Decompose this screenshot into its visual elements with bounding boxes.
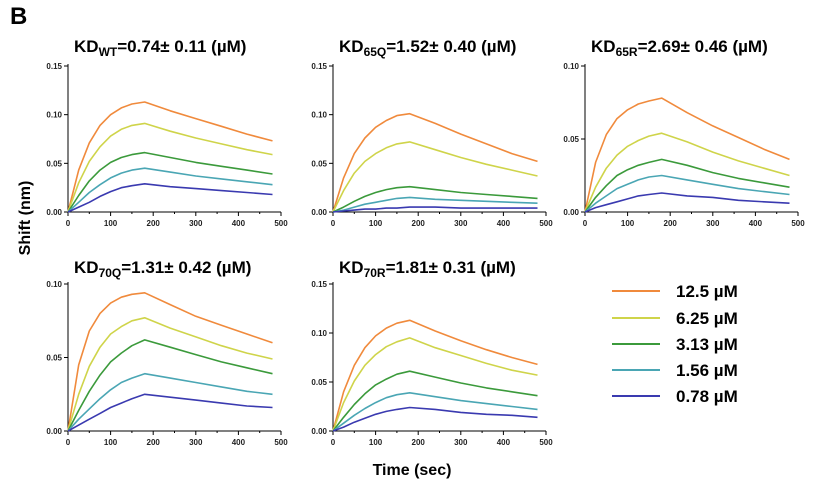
y-tick-label: 0.10 xyxy=(563,62,579,71)
sensorgram-panel: KD70Q=1.31± 0.42 (µM) 0 100 200 300 400 500 0.0… xyxy=(46,258,288,447)
legend-item: 12.5 µM xyxy=(612,282,738,301)
series-line xyxy=(584,132,790,213)
legend-item: 3.13 µM xyxy=(612,335,738,354)
y-tick-label: 0.00 xyxy=(311,427,327,436)
series-line xyxy=(67,292,273,432)
x-tick-label: 100 xyxy=(369,219,383,228)
x-tick-label: 500 xyxy=(274,219,288,228)
y-tick-label: 0.05 xyxy=(46,354,62,363)
legend-item: 6.25 µM xyxy=(612,309,738,328)
x-tick-label: 200 xyxy=(412,438,426,447)
series-line xyxy=(67,372,273,432)
x-tick-label: 300 xyxy=(454,438,468,447)
x-tick-label: 400 xyxy=(749,219,763,228)
series-line xyxy=(67,151,273,213)
x-axis-label: Time (sec) xyxy=(373,462,452,479)
legend: 12.5 µM 6.25 µM 3.13 µM 1.56 µM 0.78 µM xyxy=(612,282,738,406)
legend-label: 12.5 µM xyxy=(676,282,738,301)
y-tick-label: 0.05 xyxy=(46,159,62,168)
series-line xyxy=(332,319,538,432)
panel-title: KD65R=2.69± 0.46 (µM) xyxy=(591,37,768,59)
series-line xyxy=(332,206,538,213)
x-tick-label: 100 xyxy=(104,219,118,228)
x-tick-label: 400 xyxy=(232,219,246,228)
y-tick-label: 0.05 xyxy=(563,135,579,144)
series-line xyxy=(67,393,273,432)
y-tick-label: 0.00 xyxy=(46,427,62,436)
series-line xyxy=(332,112,538,213)
x-tick-label: 500 xyxy=(791,219,805,228)
legend-item: 1.56 µM xyxy=(612,361,738,380)
panel-title: KD70Q=1.31± 0.42 (µM) xyxy=(74,258,251,280)
sensorgram-panel: KD65R=2.69± 0.46 (µM) 0 100 200 300 400 500 0.0… xyxy=(563,37,805,228)
y-tick-label: 0.00 xyxy=(563,208,579,217)
y-tick-label: 0.15 xyxy=(46,62,62,71)
legend-item: 0.78 µM xyxy=(612,387,738,406)
x-tick-label: 0 xyxy=(66,438,71,447)
sensorgram-panel: KD70R=1.81± 0.31 (µM) 0 100 200 300 400 500 0.0… xyxy=(311,258,553,447)
legend-label: 6.25 µM xyxy=(676,309,738,328)
x-tick-label: 200 xyxy=(147,219,161,228)
legend-label: 1.56 µM xyxy=(676,361,738,380)
series-line xyxy=(67,317,273,432)
x-tick-label: 0 xyxy=(66,219,71,228)
x-tick-label: 0 xyxy=(331,438,336,447)
x-tick-label: 100 xyxy=(621,219,635,228)
x-tick-label: 0 xyxy=(331,219,336,228)
x-tick-label: 200 xyxy=(412,219,426,228)
x-tick-label: 300 xyxy=(706,219,720,228)
series-line xyxy=(332,141,538,213)
sensorgram-panel: KDWT=0.74± 0.11 (µM) 0 100 200 300 400 500 0.00… xyxy=(46,37,288,228)
y-tick-label: 0.10 xyxy=(46,280,62,289)
series-line xyxy=(332,370,538,432)
x-tick-label: 500 xyxy=(539,219,553,228)
series-line xyxy=(332,185,538,213)
series-line xyxy=(584,192,790,213)
x-tick-label: 0 xyxy=(583,219,588,228)
x-tick-label: 200 xyxy=(147,438,161,447)
x-tick-label: 300 xyxy=(454,219,468,228)
series-line xyxy=(584,158,790,213)
y-tick-label: 0.15 xyxy=(311,280,327,289)
y-tick-label: 0.10 xyxy=(46,111,62,120)
series-line xyxy=(67,339,273,432)
panel-title: KDWT=0.74± 0.11 (µM) xyxy=(74,37,246,59)
x-tick-label: 400 xyxy=(497,438,511,447)
series-line xyxy=(67,167,273,213)
x-tick-label: 400 xyxy=(497,219,511,228)
x-tick-label: 100 xyxy=(369,438,383,447)
y-tick-label: 0.15 xyxy=(311,62,327,71)
legend-label: 0.78 µM xyxy=(676,387,738,406)
sensorgram-panel: KD65Q=1.52± 0.40 (µM) 0 100 200 300 400 500 0.0… xyxy=(311,37,553,228)
y-tick-label: 0.00 xyxy=(311,208,327,217)
series-line xyxy=(332,392,538,432)
x-tick-label: 200 xyxy=(664,219,678,228)
series-line xyxy=(67,183,273,213)
x-tick-label: 400 xyxy=(232,438,246,447)
x-tick-label: 300 xyxy=(189,219,203,228)
y-tick-label: 0.05 xyxy=(311,159,327,168)
plots: KDWT=0.74± 0.11 (µM) 0 100 200 300 400 500 0.00… xyxy=(46,37,805,447)
y-axis-label: Shift (nm) xyxy=(17,181,34,256)
series-line xyxy=(332,406,538,432)
panel-title: KD70R=1.81± 0.31 (µM) xyxy=(339,258,516,280)
series-line xyxy=(332,196,538,213)
series-line xyxy=(67,101,273,213)
series-line xyxy=(332,337,538,432)
x-tick-label: 100 xyxy=(104,438,118,447)
series-line xyxy=(67,122,273,213)
x-tick-label: 300 xyxy=(189,438,203,447)
x-tick-label: 500 xyxy=(539,438,553,447)
y-tick-label: 0.10 xyxy=(311,111,327,120)
y-tick-label: 0.10 xyxy=(311,329,327,338)
y-tick-label: 0.00 xyxy=(46,208,62,217)
series-line xyxy=(584,97,790,213)
x-tick-label: 500 xyxy=(274,438,288,447)
panel-title: KD65Q=1.52± 0.40 (µM) xyxy=(339,37,516,59)
y-tick-label: 0.05 xyxy=(311,378,327,387)
legend-label: 3.13 µM xyxy=(676,335,738,354)
panel-letter: B xyxy=(10,3,27,30)
series-line xyxy=(584,174,790,213)
